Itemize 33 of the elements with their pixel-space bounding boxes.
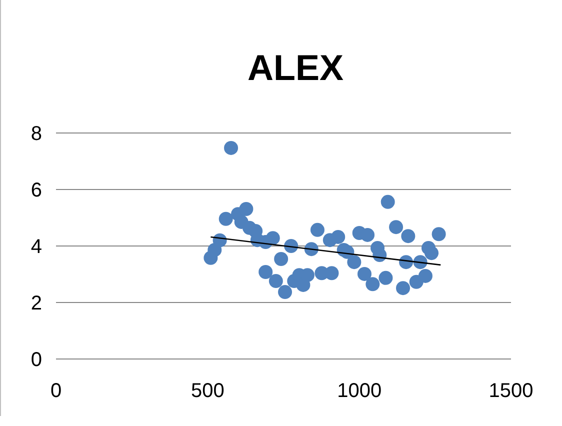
point (218, 212, 233, 226)
y-tick-label: 0 (30, 349, 42, 371)
point (401, 229, 416, 244)
point (258, 264, 273, 279)
point (360, 228, 375, 242)
point (268, 274, 283, 288)
point (380, 194, 395, 209)
point (378, 270, 393, 285)
point (239, 202, 254, 216)
y-tick-label: 6 (30, 180, 42, 202)
point (266, 231, 280, 246)
point (347, 255, 362, 270)
point (396, 281, 410, 296)
point (324, 266, 339, 280)
point (224, 140, 238, 155)
point (424, 246, 439, 260)
x-tick-label: 0 (50, 380, 62, 402)
point (278, 285, 292, 300)
y-tick-label: 4 (30, 236, 42, 258)
point (418, 268, 432, 283)
point (331, 230, 346, 244)
x-tick-label: 1500 (488, 380, 534, 402)
point (310, 222, 324, 237)
x-tick-label: 500 (190, 380, 224, 402)
y-tick-label: 8 (30, 123, 42, 145)
chart-title: ALEX (247, 47, 344, 88)
point (389, 220, 404, 234)
x-tick-label: 1000 (337, 380, 382, 402)
point (432, 227, 446, 242)
point (274, 252, 288, 266)
point (357, 266, 372, 281)
y-tick-label: 2 (30, 292, 42, 314)
point (366, 277, 380, 292)
